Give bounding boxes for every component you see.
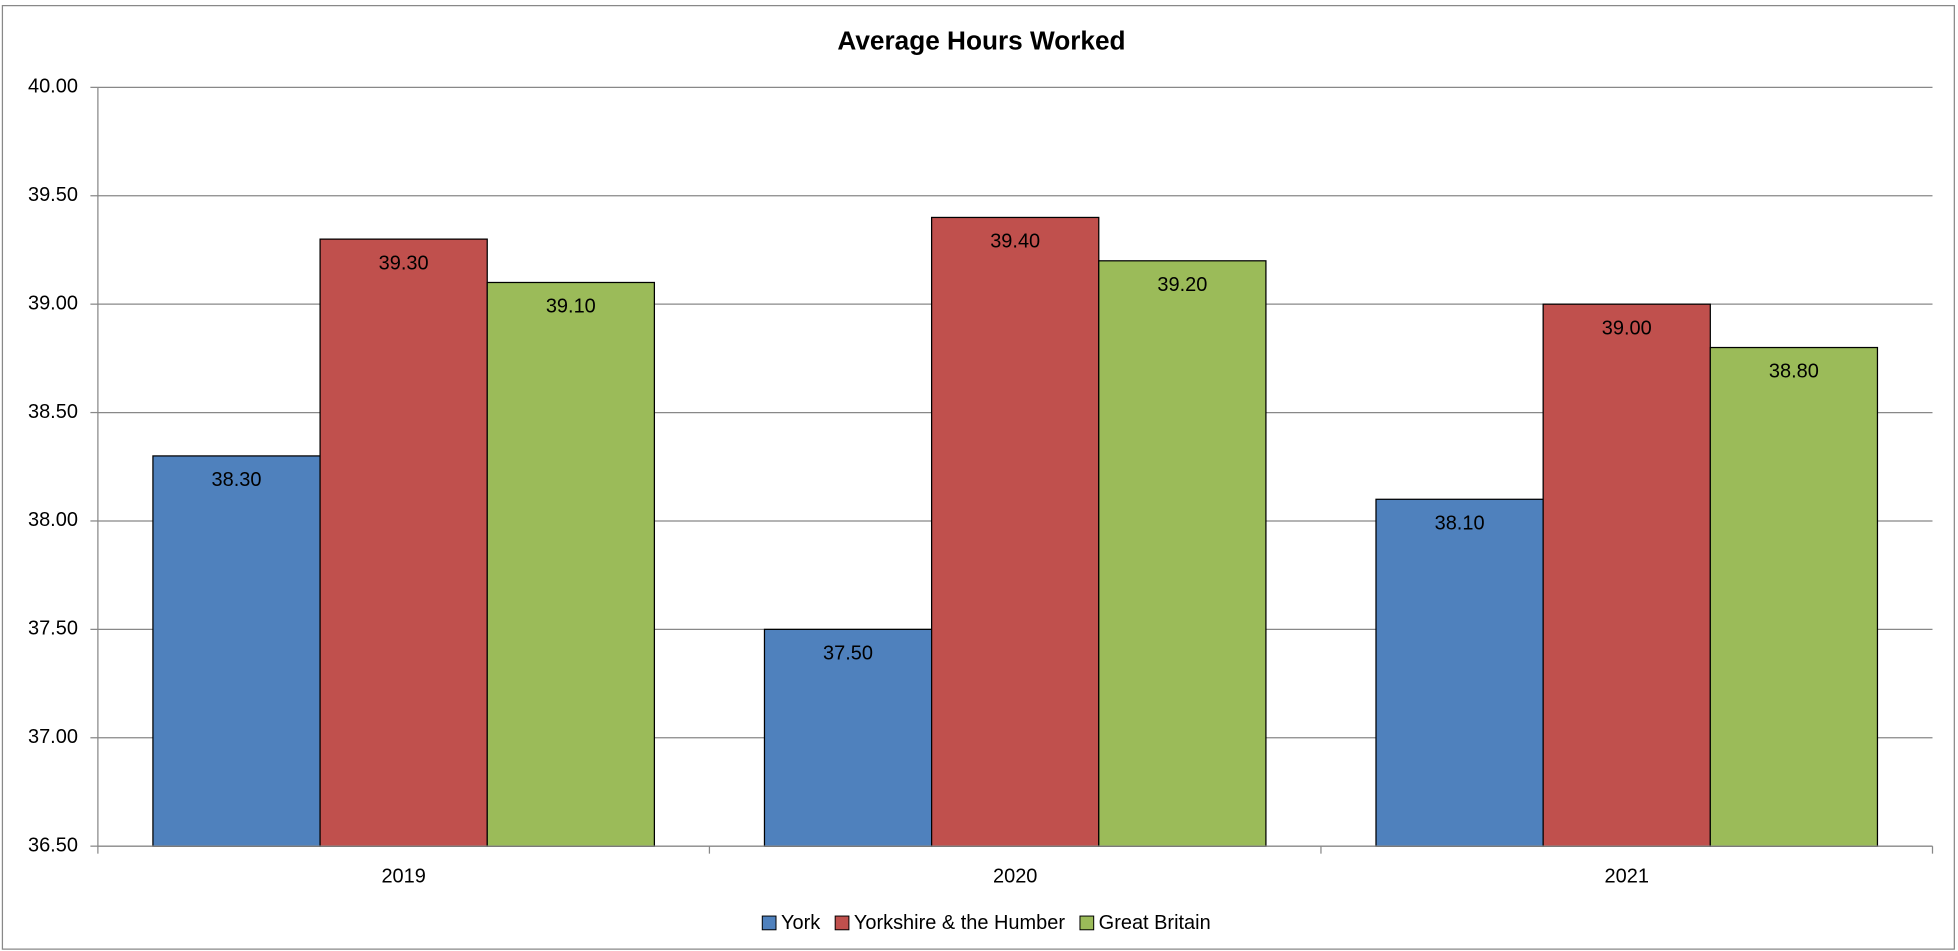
- data-label: 37.50: [823, 643, 873, 665]
- data-label: 39.20: [1157, 274, 1207, 296]
- bar: [486, 281, 656, 847]
- legend: York Yorkshire & the Humber Great Britain: [761, 912, 1211, 934]
- data-label: 39.30: [379, 252, 429, 274]
- bar: [1375, 498, 1544, 847]
- bar: [1542, 303, 1711, 847]
- bar: [1098, 260, 1267, 847]
- legend-label: York: [781, 912, 820, 934]
- x-tick-label: 2021: [1605, 866, 1649, 888]
- y-tick-label: 40.00: [28, 76, 78, 98]
- data-label: 38.30: [212, 469, 262, 491]
- chart-title: Average Hours Worked: [837, 25, 1125, 55]
- legend-label: Great Britain: [1099, 912, 1211, 934]
- x-tick-label: 2019: [381, 866, 425, 888]
- data-label: 39.10: [546, 296, 596, 318]
- bar: [930, 216, 1100, 847]
- data-label: 39.00: [1602, 317, 1652, 339]
- bar: [152, 455, 321, 847]
- y-tick-label: 37.50: [28, 618, 78, 640]
- y-tick-label: 38.50: [28, 401, 78, 423]
- legend-swatch: [761, 915, 777, 931]
- data-label: 38.10: [1435, 513, 1485, 535]
- bar: [319, 238, 488, 847]
- y-tick-label: 39.50: [28, 184, 78, 206]
- y-tick-label: 39.00: [28, 292, 78, 314]
- legend-swatch: [834, 915, 850, 931]
- y-tick-label: 38.00: [28, 509, 78, 531]
- y-tick-label: 36.50: [28, 834, 78, 856]
- legend-swatch: [1079, 915, 1095, 931]
- bar: [1709, 346, 1879, 847]
- legend-label: Yorkshire & the Humber: [854, 912, 1065, 934]
- y-tick-label: 37.00: [28, 726, 78, 748]
- x-tick-label: 2020: [993, 866, 1037, 888]
- data-label: 38.80: [1769, 361, 1819, 383]
- data-label: 39.40: [990, 231, 1040, 253]
